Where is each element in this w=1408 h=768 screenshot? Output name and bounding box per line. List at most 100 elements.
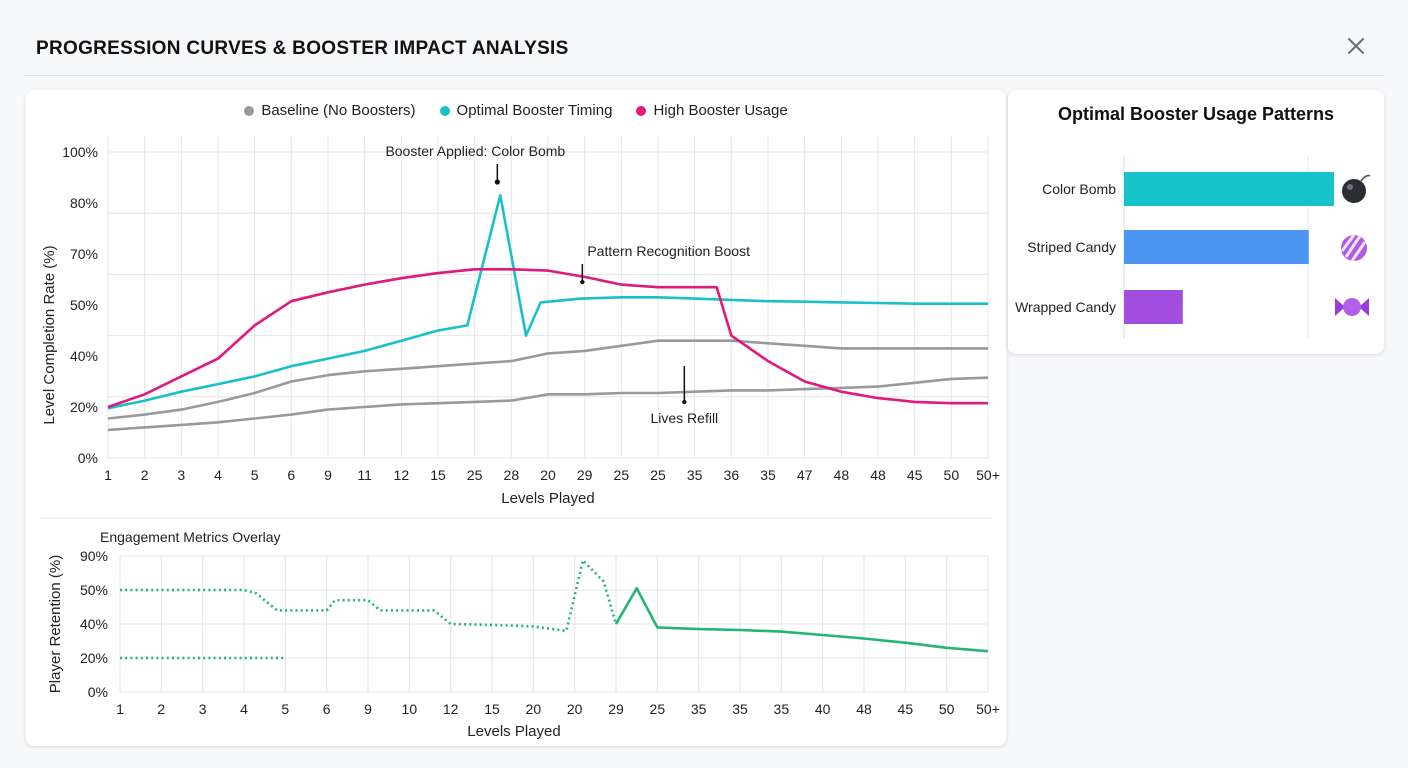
series-line-4 [107,268,988,409]
x-tick-label: 35 [687,467,703,483]
bar-chart-title: Optimal Booster Usage Patterns [1057,104,1335,124]
bar-label: Color Bomb [1042,181,1116,197]
x-tick-label: 50+ [976,701,1000,717]
annotation-pattern-boost: Pattern Recognition Boost [587,243,750,259]
x-tick-label: 28 [504,467,520,483]
x-tick-label: 11 [357,467,372,483]
legend-swatch-high [636,105,647,116]
x-tick-label: 35 [732,701,748,717]
y-tick-label: 100% [62,144,98,160]
x-axis-label: Levels Played [501,490,594,507]
x-tick-label: 12 [443,701,459,717]
x-tick-label: 45 [898,701,914,717]
legend-item-optimal[interactable]: Optimal Booster Timing [439,102,613,119]
x-tick-label: 35 [691,701,707,717]
x-tick-label: 48 [834,467,850,483]
x-tick-label: 20 [567,701,583,717]
x-tick-label: 4 [214,467,222,483]
x-tick-label: 29 [577,467,593,483]
retention-line-3 [614,587,989,653]
x-tick-label: 45 [907,467,923,483]
bar-3 [1124,290,1183,324]
legend-item-high[interactable]: High Booster Usage [636,102,788,119]
bar-label: Wrapped Candy [1015,299,1116,315]
x-tick-label: 9 [324,467,332,483]
annotation-lives-refill: Lives Refill [650,410,718,426]
x-tick-label: 5 [251,467,259,483]
legend-swatch-optimal [439,105,450,116]
x-tick-label: 2 [157,701,165,717]
x-tick-label: 3 [177,467,185,483]
x-tick-label: 29 [608,701,624,717]
x-tick-label: 10 [402,701,418,717]
bar-2 [1124,230,1309,264]
main-chart-svg: 0%20%40%50%70%80%100%1 2 3 4 5 6 9 11 12 15 25 28 20… [40,136,1000,740]
modal-title: PROGRESSION CURVES & BOOSTER IMPACT ANAL… [36,38,569,59]
legend-label-high: High Booster Usage [653,102,788,119]
annotation-dot [682,399,687,405]
x-tick-label: 35 [774,701,790,717]
bar-label: Striped Candy [1027,239,1116,255]
x-tick-label: 6 [287,467,295,483]
y-tick-label: 40% [70,348,98,364]
series-line-3 [107,194,988,410]
close-button[interactable] [1344,34,1368,58]
subchart-title: Engagement Metrics Overlay [100,529,281,545]
wrapped-candy-icon-left-wrap [1335,298,1345,316]
x-tick-label: 12 [394,467,410,483]
progression-chart-card: Baseline (No Boosters) Optimal Booster T… [26,90,1006,746]
x-tick-label: 1 [104,467,112,483]
x-tick-label: 25 [650,467,666,483]
y-tick-label: 70% [70,246,98,262]
series-line-2 [107,376,989,432]
legend-label-optimal: Optimal Booster Timing [456,102,613,119]
y-tick-label: 0% [88,684,108,700]
x-tick-label: 20 [540,467,556,483]
x-tick-label: 25 [467,467,483,483]
x-tick-label: 20 [526,701,542,717]
annotation-dot [494,179,500,185]
bar-chart-svg: Color Bomb Striped Candy Wrapped Candy [1015,156,1371,338]
x-tick-label: 25 [650,701,666,717]
x-tick-label: 40 [815,701,831,717]
x-axis-label: Levels Played [467,723,560,740]
bomb-icon-shine [1347,184,1353,190]
wrapped-candy-icon-right-wrap [1359,298,1369,316]
x-tick-label: 47 [797,467,813,483]
bomb-icon-fuse [1360,174,1371,182]
x-tick-label: 5 [281,701,289,717]
y-tick-label: 20% [80,650,108,666]
legend-swatch-baseline [244,105,255,116]
x-tick-label: 48 [870,467,886,483]
booster-patterns-card: Optimal Booster Usage Patterns Color Bom… [1008,90,1384,354]
y-tick-label: 50% [80,582,108,598]
y-axis-label: Level Completion Rate (%) [41,245,58,424]
legend-item-baseline[interactable]: Baseline (No Boosters) [244,102,416,119]
x-tick-label: 35 [760,467,776,483]
y-tick-label: 20% [70,399,98,415]
y-tick-label: 90% [80,548,108,564]
x-tick-label: 3 [199,701,207,717]
annotation-dot [580,279,585,285]
series-line-1 [107,339,988,420]
x-tick-label: 36 [724,467,740,483]
bomb-icon-body [1342,179,1366,203]
bar-1 [1124,172,1334,206]
x-tick-label: 6 [323,701,331,717]
x-tick-label: 50 [939,701,955,717]
y-tick-label: 50% [70,297,98,313]
x-tick-label: 2 [141,467,149,483]
x-tick-label: 25 [614,467,630,483]
striped-candy-icon [1340,234,1367,262]
wrapped-candy-icon-body [1343,298,1361,316]
wrapped-candy-icon [1335,298,1369,316]
close-icon[interactable] [1344,34,1368,58]
x-tick-label: 15 [484,701,500,717]
x-tick-label: 1 [116,701,124,717]
annotation-color-bomb: Booster Applied: Color Bomb [385,143,565,159]
modal-header: PROGRESSION CURVES & BOOSTER IMPACT ANAL… [24,20,1384,76]
bomb-icon [1342,174,1371,203]
legend-label-baseline: Baseline (No Boosters) [261,102,416,119]
y-axis-label: Player Retention (%) [47,555,64,693]
